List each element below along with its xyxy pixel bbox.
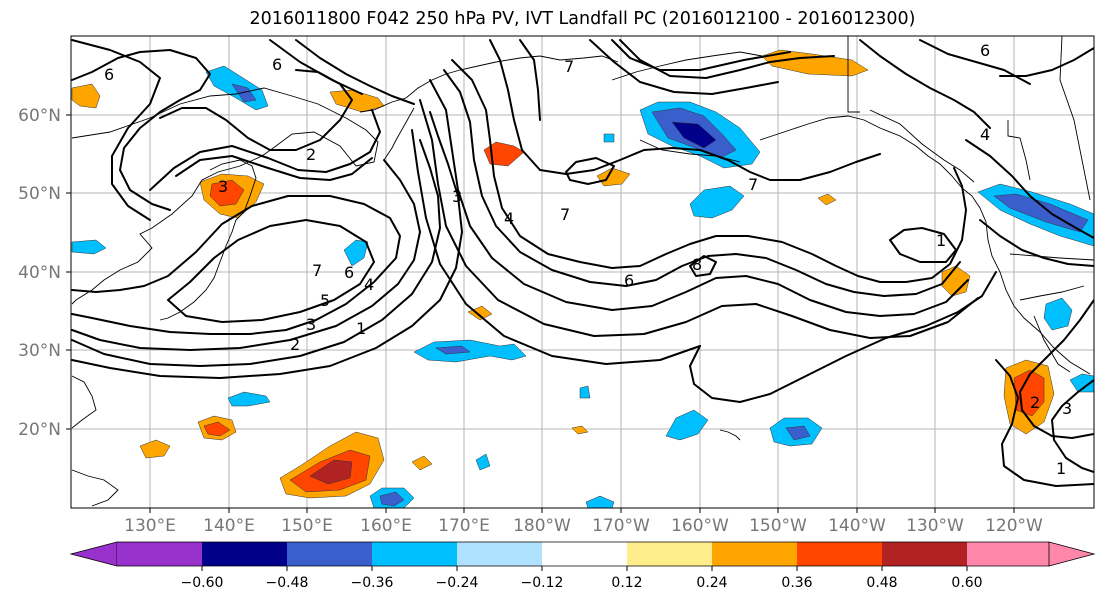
colorbar-segment: [797, 542, 882, 566]
colorbar-tick-label: −0.24: [436, 575, 479, 591]
colorbar-over-triangle: [1048, 541, 1096, 567]
lat-label: 20°N: [18, 420, 61, 440]
lon-label: 180°W: [513, 516, 571, 536]
pv-anomaly-fills: [71, 49, 1094, 508]
colorbar-tick-label: −0.48: [266, 575, 309, 591]
contour-label: 3: [218, 177, 228, 196]
colorbar-tick-label: 0.60: [951, 575, 982, 591]
contour-label: 6: [980, 41, 990, 60]
colorbar-segment: [457, 542, 542, 566]
colorbar-tick-label: −0.12: [521, 575, 564, 591]
colorbar-tick-label: −0.60: [181, 575, 224, 591]
contour-label: 2: [1030, 393, 1040, 412]
lat-label: 50°N: [18, 184, 61, 204]
tick-marks: [66, 114, 1015, 513]
lon-label: 130°W: [906, 516, 964, 536]
contour-label: 6: [344, 263, 354, 282]
colorbar-tick-label: 0.48: [866, 575, 897, 591]
contour-label: 1: [356, 319, 366, 338]
colorbar-segment: [372, 542, 457, 566]
pv-contours: [71, 39, 1094, 487]
colorbar: −0.60 −0.48 −0.36 −0.24 −0.12 0.12 0.24 …: [69, 541, 1096, 591]
contour-label: 8: [692, 255, 702, 274]
lon-label: 170°E: [438, 516, 490, 536]
contour-label: 7: [560, 205, 570, 224]
lon-label: 140°E: [203, 516, 255, 536]
latitude-labels: 60°N 50°N 40°N 30°N 20°N: [18, 106, 61, 440]
lon-label: 160°E: [360, 516, 412, 536]
contour-label: 4: [504, 209, 514, 228]
colorbar-tick-label: 0.12: [611, 575, 642, 591]
contour-label: 7: [748, 175, 758, 194]
colorbar-segment: [117, 542, 202, 566]
colorbar-segment: [967, 542, 1049, 566]
lon-label: 160°W: [671, 516, 729, 536]
colorbar-segment: [202, 542, 287, 566]
lat-label: 40°N: [18, 263, 61, 283]
lon-label: 170°W: [592, 516, 650, 536]
lon-label: 130°E: [124, 516, 176, 536]
lon-label: 150°W: [749, 516, 807, 536]
contour-labels: 6 6 2 3 4 5 6 7 1 2 3 4 7 3 6 8 7 1 4 7 …: [104, 41, 1072, 478]
contour-label: 6: [624, 271, 634, 290]
colorbar-tick-label: 0.24: [696, 575, 727, 591]
contour-label: 6: [104, 65, 114, 84]
contour-label: 1: [936, 231, 946, 250]
lon-label: 150°E: [281, 516, 333, 536]
longitude-labels: 130°E 140°E 150°E 160°E 170°E 180°W 170°…: [124, 516, 1043, 536]
colorbar-segment: [712, 542, 797, 566]
colorbar-segment: [542, 542, 627, 566]
contour-label: 1: [1056, 459, 1066, 478]
contour-label: 6: [272, 55, 282, 74]
colorbar-segment: [627, 542, 712, 566]
colorbar-tick-label: −0.36: [351, 575, 394, 591]
map-title: 2016011800 F042 250 hPa PV, IVT Landfall…: [249, 9, 916, 29]
contour-label: 2: [306, 145, 316, 164]
contour-label: 3: [452, 187, 462, 206]
colorbar-segment: [287, 542, 372, 566]
contour-label: 3: [1062, 399, 1072, 418]
contour-label: 3: [306, 315, 316, 334]
lat-label: 30°N: [18, 341, 61, 361]
lon-label: 120°W: [985, 516, 1043, 536]
lon-label: 140°W: [828, 516, 886, 536]
contour-label: 2: [290, 335, 300, 354]
contour-label: 5: [320, 291, 330, 310]
contour-label: 4: [364, 275, 374, 294]
colorbar-under-triangle: [69, 541, 118, 567]
colorbar-segment: [882, 542, 967, 566]
colorbar-tick-label: 0.36: [781, 575, 812, 591]
lat-label: 60°N: [18, 106, 61, 126]
contour-label: 7: [312, 261, 322, 280]
contour-label: 7: [564, 57, 574, 76]
contour-label: 4: [980, 125, 990, 144]
